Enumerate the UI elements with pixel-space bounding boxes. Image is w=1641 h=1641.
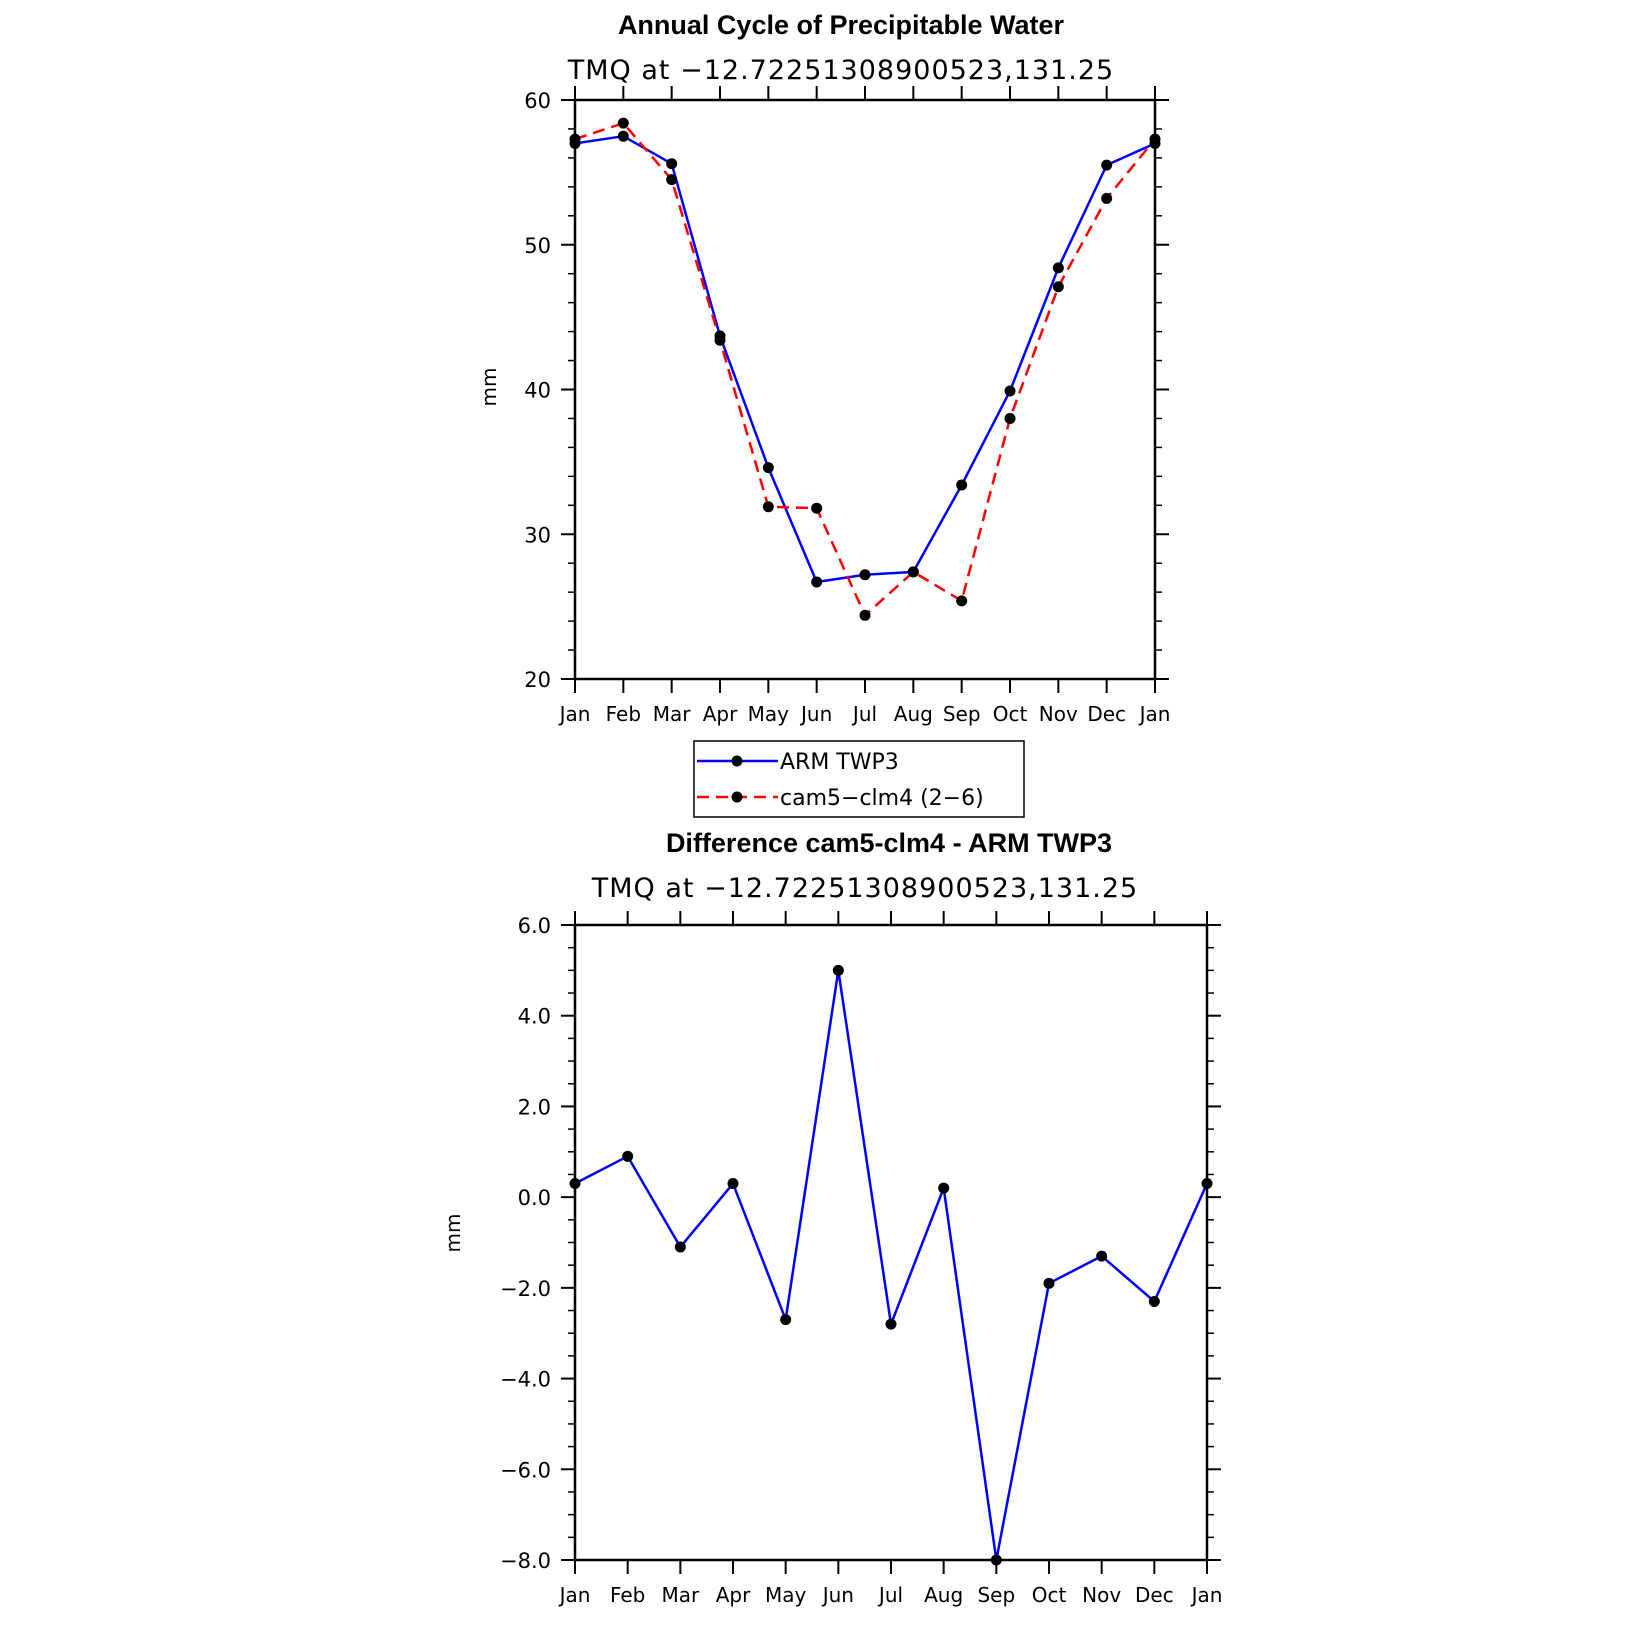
data-point-series-1 xyxy=(1004,385,1016,397)
data-point-series-1 xyxy=(1201,1178,1213,1190)
x-tick-label: Dec xyxy=(1135,1583,1174,1607)
x-tick-label: Dec xyxy=(1087,702,1126,726)
x-tick-label: Jul xyxy=(851,702,877,726)
data-point-series-2 xyxy=(762,501,774,513)
chart-title: Difference cam5-clm4 - ARM TWP3 xyxy=(666,828,1112,858)
data-point-series-1 xyxy=(569,1178,581,1190)
data-point-series-1 xyxy=(938,1182,950,1194)
y-tick-label: 20 xyxy=(524,668,551,692)
data-point-series-2 xyxy=(1101,192,1113,204)
data-point-series-1 xyxy=(1096,1250,1108,1262)
data-point-series-1 xyxy=(990,1554,1002,1566)
data-point-series-1 xyxy=(956,479,968,491)
data-point-series-1 xyxy=(832,964,844,976)
series-layer xyxy=(569,117,1161,621)
y-tick-label: 4.0 xyxy=(518,1005,551,1029)
data-point-series-2 xyxy=(666,174,678,186)
x-tick-label: Jan xyxy=(558,702,591,726)
data-point-series-1 xyxy=(674,1241,686,1253)
x-tick-label: Mar xyxy=(653,702,692,726)
x-tick-label: Oct xyxy=(1032,1583,1067,1607)
x-tick-label: May xyxy=(765,1583,807,1607)
y-axis-label: mm xyxy=(477,368,501,407)
data-point-series-2 xyxy=(714,334,726,346)
x-tick-label: Nov xyxy=(1039,702,1078,726)
y-tick-label: 40 xyxy=(524,379,551,403)
data-point-series-2 xyxy=(811,502,823,514)
data-point-series-1 xyxy=(811,576,823,588)
data-point-series-1 xyxy=(780,1314,792,1326)
legend: ARM TWP3 cam5−clm4 (2−6) xyxy=(693,740,1025,818)
y-tick-label: 6.0 xyxy=(518,914,551,938)
x-tick-label: Sep xyxy=(977,1583,1015,1607)
y-axis-label: mm xyxy=(441,1214,465,1253)
x-tick-label: Aug xyxy=(924,1583,963,1607)
data-point-series-1 xyxy=(727,1178,739,1190)
y-tick-label: 2.0 xyxy=(518,1095,551,1119)
data-point-series-2 xyxy=(617,117,629,129)
data-point-series-2 xyxy=(956,595,968,607)
x-tick-label: Oct xyxy=(993,702,1028,726)
axes: Jan Feb Mar Apr May Jun Jul Aug Sep Oct Nov Dec Jan−… xyxy=(500,911,1222,1607)
data-point-series-1 xyxy=(1052,262,1064,274)
y-tick-label: 50 xyxy=(524,234,551,258)
legend-marker-cam5 xyxy=(731,791,743,803)
legend-box xyxy=(693,740,1025,818)
axes: Jan Feb Mar Apr May Jun Jul Aug Sep Oct Nov Dec Jan 2… xyxy=(524,86,1170,726)
chart-subtitle: TMQ at −12.72251308900523,131.25 xyxy=(567,55,1114,86)
y-tick-label: −2.0 xyxy=(500,1277,551,1301)
legend-label-arm: ARM TWP3 xyxy=(780,750,899,775)
data-point-series-1 xyxy=(1043,1277,1055,1289)
y-tick-label: −6.0 xyxy=(500,1458,551,1482)
y-tick-label: 0.0 xyxy=(518,1186,551,1210)
data-point-series-1 xyxy=(1101,159,1113,171)
data-point-series-1 xyxy=(885,1318,897,1330)
data-point-series-1 xyxy=(1148,1295,1160,1307)
x-tick-label: Jan xyxy=(1190,1583,1223,1607)
x-tick-label: May xyxy=(748,702,790,726)
x-tick-label: Jun xyxy=(821,1583,854,1607)
y-tick-label: 30 xyxy=(524,523,551,547)
x-tick-label: Jan xyxy=(558,1583,591,1607)
difference-chart: Difference cam5-clm4 - ARM TWP3 TMQ at −… xyxy=(441,828,1222,1607)
y-tick-label: −4.0 xyxy=(500,1368,551,1392)
chart-subtitle: TMQ at −12.72251308900523,131.25 xyxy=(591,873,1138,904)
plot-frame xyxy=(573,98,1157,681)
data-point-series-2 xyxy=(907,566,919,578)
plot-frame xyxy=(573,923,1209,1562)
x-tick-label: Jan xyxy=(1138,702,1171,726)
precipitable-water-chart: Annual Cycle of Precipitable Water TMQ a… xyxy=(477,10,1170,726)
x-tick-label: Feb xyxy=(606,702,641,726)
data-point-series-1 xyxy=(762,462,774,474)
x-tick-label: Aug xyxy=(894,702,933,726)
data-point-series-2 xyxy=(859,609,871,621)
chart-title: Annual Cycle of Precipitable Water xyxy=(618,10,1065,40)
data-point-series-1 xyxy=(859,569,871,581)
data-point-series-2 xyxy=(1052,281,1064,293)
data-point-series-1 xyxy=(617,130,629,142)
data-point-series-2 xyxy=(1004,412,1016,424)
series-line-1 xyxy=(574,969,1209,1562)
x-tick-label: Nov xyxy=(1082,1583,1121,1607)
series-line-2 xyxy=(574,121,1156,617)
data-point-series-2 xyxy=(569,133,581,145)
legend-marker-arm xyxy=(731,755,743,767)
x-tick-label: Apr xyxy=(716,1583,751,1607)
x-tick-label: Mar xyxy=(661,1583,700,1607)
data-point-series-1 xyxy=(622,1150,634,1162)
data-point-series-1 xyxy=(666,158,678,170)
y-tick-label: −8.0 xyxy=(500,1549,551,1573)
x-tick-label: Jun xyxy=(799,702,832,726)
y-tick-label: 60 xyxy=(524,89,551,113)
x-tick-label: Jul xyxy=(877,1583,903,1607)
legend-label-cam5: cam5−clm4 (2−6) xyxy=(780,786,984,811)
x-tick-label: Sep xyxy=(943,702,981,726)
data-point-series-2 xyxy=(1149,133,1161,145)
series-line-1 xyxy=(574,134,1156,584)
x-tick-label: Feb xyxy=(610,1583,645,1607)
series-layer xyxy=(569,964,1213,1566)
x-tick-label: Apr xyxy=(703,702,738,726)
